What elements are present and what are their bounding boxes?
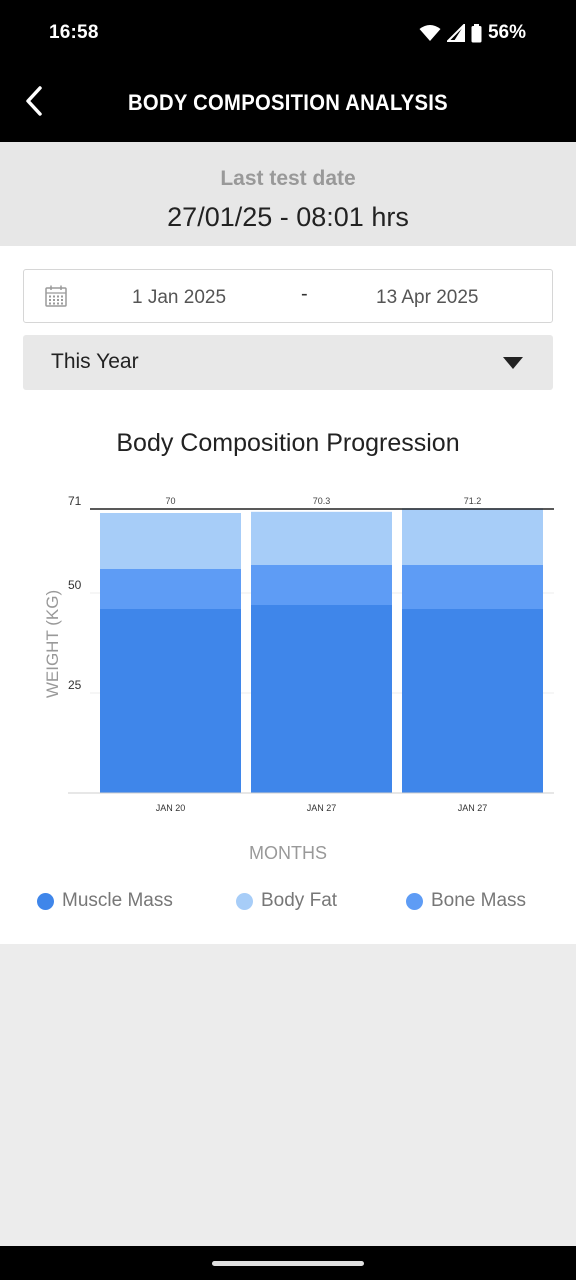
bar-segment (100, 569, 241, 609)
bar-segment (251, 565, 392, 605)
date-start[interactable]: 1 Jan 2025 (132, 287, 227, 308)
legend-dot (406, 892, 423, 910)
period-selected-value: This Year (51, 350, 139, 373)
x-axis-label: MONTHS (249, 843, 327, 863)
status-icons: 56% (419, 22, 526, 44)
caret-down-icon (503, 357, 523, 369)
status-time: 16:58 (49, 22, 99, 43)
date-separator: - (301, 283, 308, 305)
last-test-value: 27/01/25 - 08:01 hrs (167, 202, 409, 232)
chart-title: Body Composition Progression (116, 429, 460, 457)
bar-segment (402, 609, 543, 793)
chart-card: 1 Jan 2025 - 13 Apr 2025 This Year Body … (0, 246, 576, 944)
legend-item-body-fat: Body Fat (236, 890, 337, 912)
bar-segment (100, 513, 241, 569)
bar-total-label: 71.2 (464, 496, 482, 506)
system-nav-bar (0, 1246, 576, 1280)
legend-dot (37, 892, 54, 910)
legend-item-muscle-mass: Muscle Mass (37, 890, 173, 912)
bar-segment (251, 605, 392, 793)
page-title: BODY COMPOSITION ANALYSIS (128, 90, 448, 115)
cellular-signal-icon (446, 24, 465, 42)
date-range-picker[interactable]: 1 Jan 2025 - 13 Apr 2025 (23, 269, 553, 323)
calendar-icon (45, 285, 67, 312)
legend-label: Muscle Mass (62, 890, 173, 911)
chevron-left-icon (24, 85, 44, 122)
last-test-section: Last test date 27/01/25 - 08:01 hrs (0, 142, 576, 246)
legend-item-bone-mass: Bone Mass (406, 890, 526, 912)
chart-legend: Muscle Mass Body Fat Bone Mass (0, 890, 576, 920)
home-indicator[interactable] (212, 1261, 364, 1266)
bar-total-label: 70.3 (313, 496, 331, 506)
x-tick-label: JAN 20 (156, 803, 186, 813)
battery-percent: 56% (487, 22, 526, 43)
stacked-bar-chart: 70 JAN 20 70.3 JAN 27 71.2 JAN 27 25 50 71 WEIGHT… (43, 494, 554, 863)
last-test-label: Last test date (220, 167, 356, 190)
period-dropdown[interactable]: This Year (23, 335, 553, 390)
bar-segment (251, 511, 392, 565)
app-bar: BODY COMPOSITION ANALYSIS (0, 64, 576, 142)
y-tick-label: 50 (68, 578, 82, 592)
legend-label: Body Fat (261, 890, 338, 911)
battery-icon (471, 23, 482, 43)
y-tick-label: 25 (68, 678, 82, 692)
y-axis-label: WEIGHT (KG) (43, 590, 62, 698)
x-tick-label: JAN 27 (458, 803, 488, 813)
bar-segment (402, 508, 543, 565)
wifi-icon (419, 24, 441, 42)
status-bar: 16:58 56% (0, 0, 576, 64)
bar-segment (100, 609, 241, 793)
date-end[interactable]: 13 Apr 2025 (376, 287, 479, 308)
legend-dot (236, 892, 253, 910)
bar-segment (402, 565, 543, 609)
y-tick-label: 71 (68, 494, 82, 508)
bar-total-label: 70 (165, 496, 175, 506)
back-button[interactable] (14, 82, 54, 124)
legend-label: Bone Mass (431, 890, 527, 911)
x-tick-label: JAN 27 (307, 803, 337, 813)
